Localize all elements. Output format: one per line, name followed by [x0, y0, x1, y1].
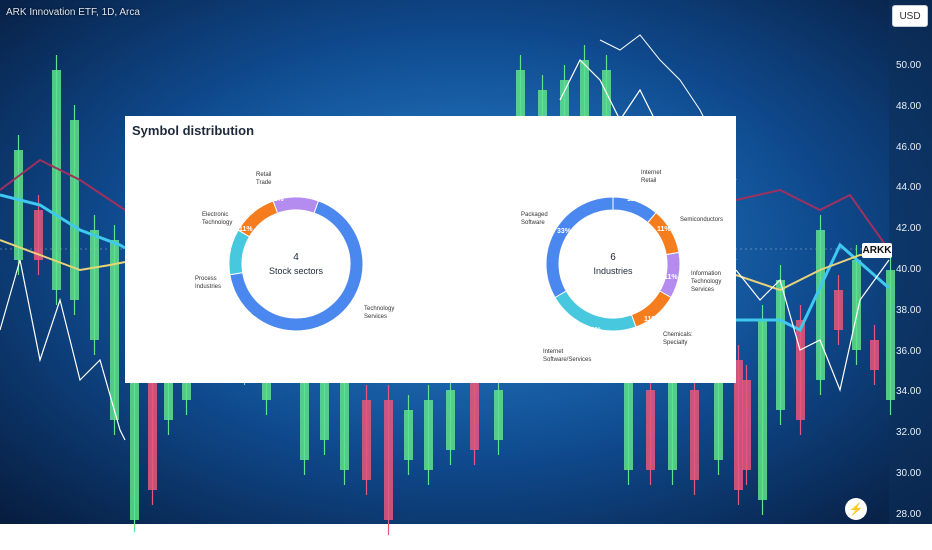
ticker-badge: ARKK [862, 243, 892, 258]
industry-label-internet-retail: Internet Retail [641, 170, 662, 184]
price-tick: 38.00 [896, 304, 922, 316]
moving-average-line [0, 158, 126, 211]
moving-average-line [735, 188, 890, 251]
card-title: Symbol distribution [132, 123, 255, 138]
price-line [735, 259, 890, 393]
sector-label-technology: Technology Services [364, 306, 395, 320]
moving-average-line [0, 193, 126, 250]
sectors-label: Stock sectors [268, 266, 324, 276]
industry-slice-1[interactable] [647, 211, 680, 256]
time-tick: May [394, 531, 413, 542]
moving-average-line [736, 242, 890, 333]
price-line [0, 259, 126, 441]
price-tick: 36.00 [896, 345, 922, 357]
time-tick: Dec [45, 531, 63, 542]
time-tick: Oct [758, 531, 774, 542]
industry-slice-4[interactable] [554, 290, 637, 332]
industries-label: Industries [593, 266, 633, 276]
industry-pct-internet-retail: 11% [627, 196, 641, 203]
sector-pct-retail: 11% [270, 196, 284, 203]
price-tick: 44.00 [896, 182, 922, 194]
price-tick: 32.00 [896, 427, 922, 439]
price-tick: 40.00 [896, 264, 922, 275]
price-tick: 48.00 [896, 100, 922, 112]
time-tick: Nov [833, 531, 851, 542]
sector-label-electronic: Electronic Technology [202, 212, 233, 226]
price-tick: 28.00 [896, 508, 922, 520]
industry-pct-semiconductors: 11% [657, 226, 671, 233]
sector-label-retail: Retail Trade [256, 172, 272, 186]
industry-label-chemicals: Chemicals: Specialty [663, 332, 693, 346]
time-tick: Jul [543, 531, 556, 542]
time-tick: 2023 [114, 531, 137, 542]
price-tick: 34.00 [896, 386, 922, 398]
sector-label-process: Process Industries [195, 276, 222, 290]
time-tick: Mar [251, 531, 269, 542]
industry-label-semiconductors: Semiconductors [680, 217, 724, 223]
time-tick: Jun [470, 531, 487, 542]
sectors-count: 4 [293, 252, 299, 263]
price-tick: 50.00 [896, 60, 922, 71]
industry-label-packaged-software: Packaged Software [521, 212, 548, 226]
price-tick: 42.00 [896, 223, 922, 235]
currency-button[interactable]: USD [892, 5, 928, 27]
industries-count: 6 [610, 252, 616, 263]
moving-average-line [0, 239, 126, 272]
sector-slice-3[interactable] [237, 200, 279, 238]
chart-title: ARK Innovation ETF, 1D, Arca [6, 7, 140, 18]
industry-pct-it-services: 11% [664, 274, 678, 281]
time-tick: Apr [330, 531, 346, 542]
industry-label-it-services: Information Technology Services [691, 271, 722, 293]
price-tick: 46.00 [896, 141, 922, 153]
industry-label-internet-software: Internet Software/Services [543, 349, 592, 363]
industry-pct-internet-software: 22% [587, 327, 602, 334]
sector-pct-electronic: 11% [239, 226, 253, 233]
industry-slice-5[interactable] [545, 196, 614, 299]
time-tick: Aug [611, 531, 629, 542]
time-tick: Feb [186, 531, 204, 542]
symbol-distribution-card: Symbol distribution 4 Stock sectors 6 In… [125, 116, 736, 383]
industry-pct-chemicals: 11% [644, 316, 658, 323]
sectors-donut [228, 196, 681, 332]
time-tick: Sep [689, 531, 707, 542]
price-tick: 30.00 [896, 468, 922, 479]
sector-slice-2[interactable] [228, 229, 251, 276]
brand-logo-icon[interactable]: ⚡ [845, 498, 867, 520]
industry-pct-packaged-software: 33% [557, 228, 572, 235]
